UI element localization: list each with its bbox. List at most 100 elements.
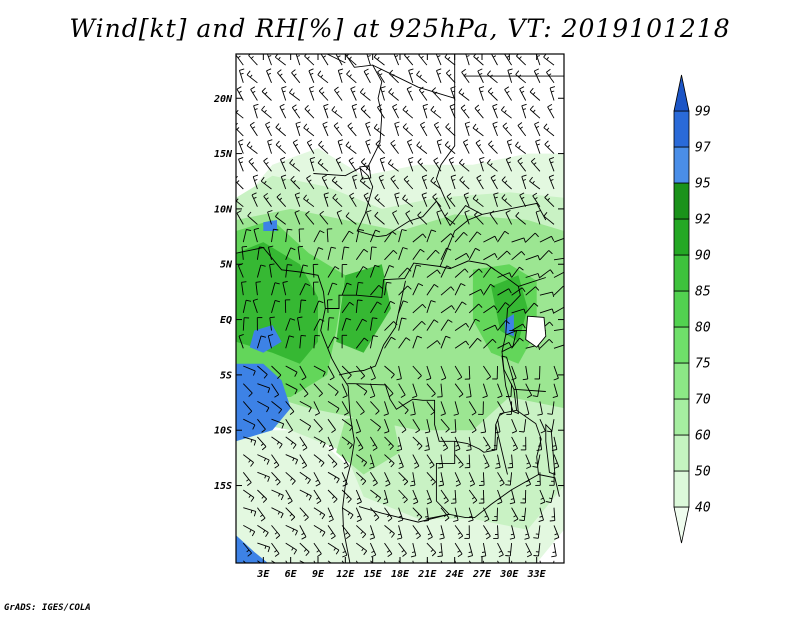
wind-barb bbox=[524, 525, 530, 540]
wind-barb bbox=[436, 68, 442, 83]
wind-barb bbox=[375, 140, 385, 154]
wind-barb bbox=[430, 176, 442, 190]
wind-barb bbox=[327, 336, 339, 349]
wind-barb bbox=[426, 383, 436, 398]
wind-barb bbox=[553, 344, 564, 349]
wind-barb bbox=[544, 140, 555, 154]
wind-barb bbox=[285, 471, 296, 485]
wind-barb bbox=[515, 70, 526, 84]
wind-barb bbox=[271, 436, 283, 449]
wind-barb bbox=[426, 229, 437, 243]
wind-barb bbox=[285, 365, 298, 377]
wind-barb bbox=[299, 401, 312, 413]
chart-title: Wind[kt] and RH[%] at 925hPa, VT: 201910… bbox=[69, 14, 731, 43]
wind-barb bbox=[476, 174, 484, 190]
wind-barb bbox=[497, 230, 510, 243]
wind-barb bbox=[313, 281, 319, 296]
wind-barb bbox=[360, 158, 371, 172]
wind-barb bbox=[410, 401, 416, 416]
wind-barb bbox=[487, 70, 498, 84]
wind-barb bbox=[396, 436, 403, 452]
wind-barb bbox=[421, 174, 428, 190]
wind-barb bbox=[355, 436, 364, 451]
wind-barb bbox=[271, 383, 280, 398]
wind-barb bbox=[426, 319, 439, 331]
wind-barb bbox=[299, 507, 309, 522]
wind-barb bbox=[322, 121, 329, 137]
wind-barb bbox=[464, 210, 470, 225]
wind-barb bbox=[519, 507, 527, 522]
wind-barb bbox=[243, 418, 256, 430]
wind-barb bbox=[509, 489, 516, 505]
wind-barb bbox=[359, 176, 371, 190]
wind-barb bbox=[454, 436, 461, 452]
wind-barb bbox=[369, 454, 375, 469]
wind-barb bbox=[464, 525, 470, 539]
wind-barb bbox=[280, 174, 287, 190]
wind-barb bbox=[468, 418, 477, 434]
wind-barb bbox=[497, 272, 512, 278]
wind-barb bbox=[281, 86, 287, 101]
wind-barb bbox=[236, 210, 244, 225]
colorbar-label: 80 bbox=[695, 321, 711, 336]
wind-barb bbox=[370, 507, 380, 522]
wind-barb bbox=[384, 542, 393, 557]
wind-barb bbox=[454, 525, 464, 540]
wind-barb bbox=[374, 193, 385, 208]
wind-barb bbox=[243, 365, 256, 376]
wind-barb bbox=[454, 472, 461, 487]
colorbar-bin bbox=[673, 506, 690, 544]
wind-barb bbox=[271, 489, 284, 501]
wind-barb bbox=[295, 121, 301, 137]
wind-barb bbox=[249, 121, 258, 137]
wind-barb bbox=[271, 401, 283, 414]
wind-barb bbox=[313, 334, 320, 349]
lon-tick-label: 15E bbox=[364, 569, 383, 580]
wind-barb bbox=[480, 543, 487, 558]
wind-barb bbox=[403, 175, 414, 190]
colorbar-label: 97 bbox=[695, 141, 711, 156]
colorbar-bin bbox=[673, 290, 690, 328]
wind-barb bbox=[538, 507, 544, 523]
wind-barb bbox=[539, 269, 554, 278]
wind-barb bbox=[523, 401, 530, 416]
wind-barb bbox=[341, 454, 349, 469]
wind-barb bbox=[515, 141, 526, 154]
wind-barb bbox=[341, 317, 352, 331]
wind-barb bbox=[317, 70, 329, 84]
wind-barb bbox=[468, 489, 478, 504]
wind-barb bbox=[426, 542, 437, 557]
wind-barb bbox=[458, 88, 470, 101]
wind-barb bbox=[530, 157, 541, 172]
wind-barb bbox=[426, 365, 432, 381]
wind-barb bbox=[525, 454, 532, 469]
wind-barb bbox=[511, 419, 518, 434]
wind-barb bbox=[437, 543, 443, 558]
wind-barb bbox=[525, 273, 541, 279]
wind-barb bbox=[405, 210, 414, 225]
wind-barb bbox=[269, 316, 275, 331]
wind-barb bbox=[454, 383, 464, 398]
wind-barb bbox=[271, 525, 281, 539]
wind-barb bbox=[511, 323, 526, 331]
wind-barb bbox=[355, 266, 368, 278]
wind-barb bbox=[345, 141, 357, 154]
wind-barb bbox=[285, 542, 297, 555]
wind-barb bbox=[497, 472, 505, 487]
wind-barb bbox=[408, 156, 414, 172]
wind-barb bbox=[501, 176, 512, 190]
wind-barb bbox=[285, 454, 299, 465]
colorbar-bin bbox=[673, 326, 690, 364]
wind-barb bbox=[347, 122, 357, 137]
wind-barb bbox=[406, 86, 414, 101]
wind-barb bbox=[313, 230, 325, 243]
wind-barb bbox=[257, 507, 266, 522]
rh-area-blue-sw bbox=[236, 535, 268, 563]
wind-barb bbox=[248, 54, 258, 66]
wind-barb bbox=[412, 436, 423, 450]
wind-barb bbox=[553, 525, 560, 540]
wind-barb bbox=[327, 542, 340, 555]
wind-barb bbox=[497, 288, 512, 296]
wind-barb bbox=[390, 175, 399, 190]
wind-barb bbox=[398, 337, 411, 349]
